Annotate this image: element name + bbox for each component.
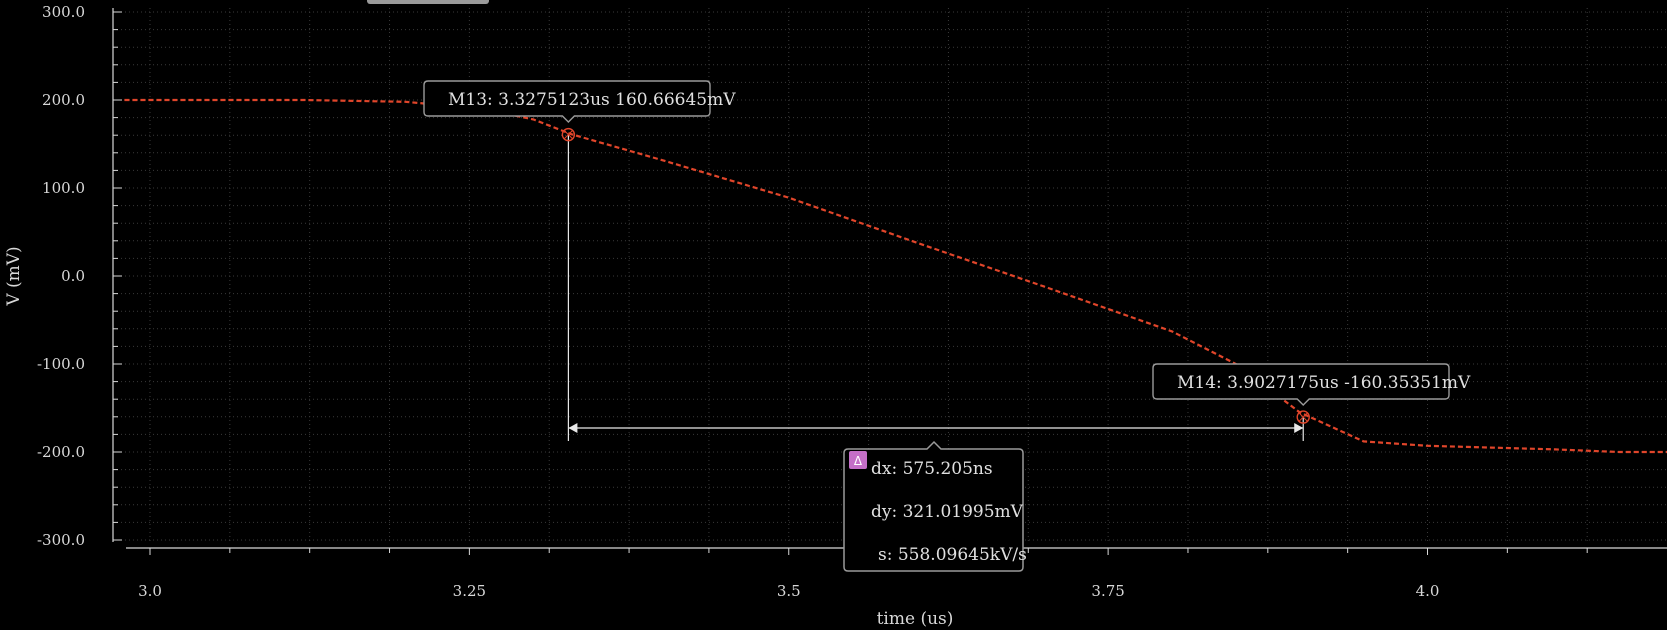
marker-circle[interactable] [1296,410,1310,424]
marker-label-box [423,80,711,123]
tick-marks [113,11,1588,555]
y-tick-label: -100.0 [37,355,85,373]
waveform-trace [124,98,1667,454]
delta-readout-box[interactable]: Δ dx: 575.205ns dy: 321.01995mV s: 558.0… [843,440,1027,572]
y-tick-label: 200.0 [42,91,85,109]
y-tick-label: 0.0 [61,267,85,285]
marker-cross [1298,412,1308,422]
y-tick-label: -300.0 [37,531,85,549]
marker-m14[interactable]: M14: 3.9027175us -160.35351mV [1152,363,1471,424]
delta-measure-lines [567,134,1304,441]
y-axis-title: V (mV) [4,246,24,306]
y-tick-label: 100.0 [42,179,85,197]
x-tick-label: 3.0 [138,582,162,600]
top-tab-handle[interactable] [367,0,489,4]
y-tick-label: 300.0 [42,3,85,21]
waveform-series [124,98,1667,454]
y-tick-label: -200.0 [37,443,85,461]
grid-lines [117,8,1667,544]
x-tick-label: 3.75 [1091,582,1124,600]
x-tick-label: 4.0 [1416,582,1440,600]
delta-box-frame [843,440,1024,572]
delta-dx: dx: 575.205ns [871,459,993,479]
delta-icon-glyph: Δ [854,454,863,468]
delta-dy: dy: 321.01995mV [871,502,1024,522]
marker-circle[interactable] [561,127,576,142]
marker-m13[interactable]: M13: 3.3275123us 160.66645mV [423,80,736,142]
marker-label-text: M13: 3.3275123us 160.66645mV [448,90,736,110]
delta-icon [849,451,867,469]
delta-arrow-right [1294,423,1304,433]
marker-label-box [1152,363,1450,406]
markers[interactable]: M13: 3.3275123us 160.66645mV M14: 3.90271… [423,80,1471,424]
marker-label-text: M14: 3.9027175us -160.35351mV [1177,373,1471,393]
x-tick-label: 3.25 [453,582,486,600]
x-axis-title: time (us) [877,609,954,629]
marker-cross [564,130,573,139]
delta-arrow-left [568,423,578,433]
x-tick-label: 3.5 [777,582,801,600]
tick-labels: 300.0 200.0 100.0 0.0 -100.0 -200.0 -300.0 3.0 3… [37,3,1439,600]
delta-slope: s: 558.09645kV/s [878,545,1027,565]
